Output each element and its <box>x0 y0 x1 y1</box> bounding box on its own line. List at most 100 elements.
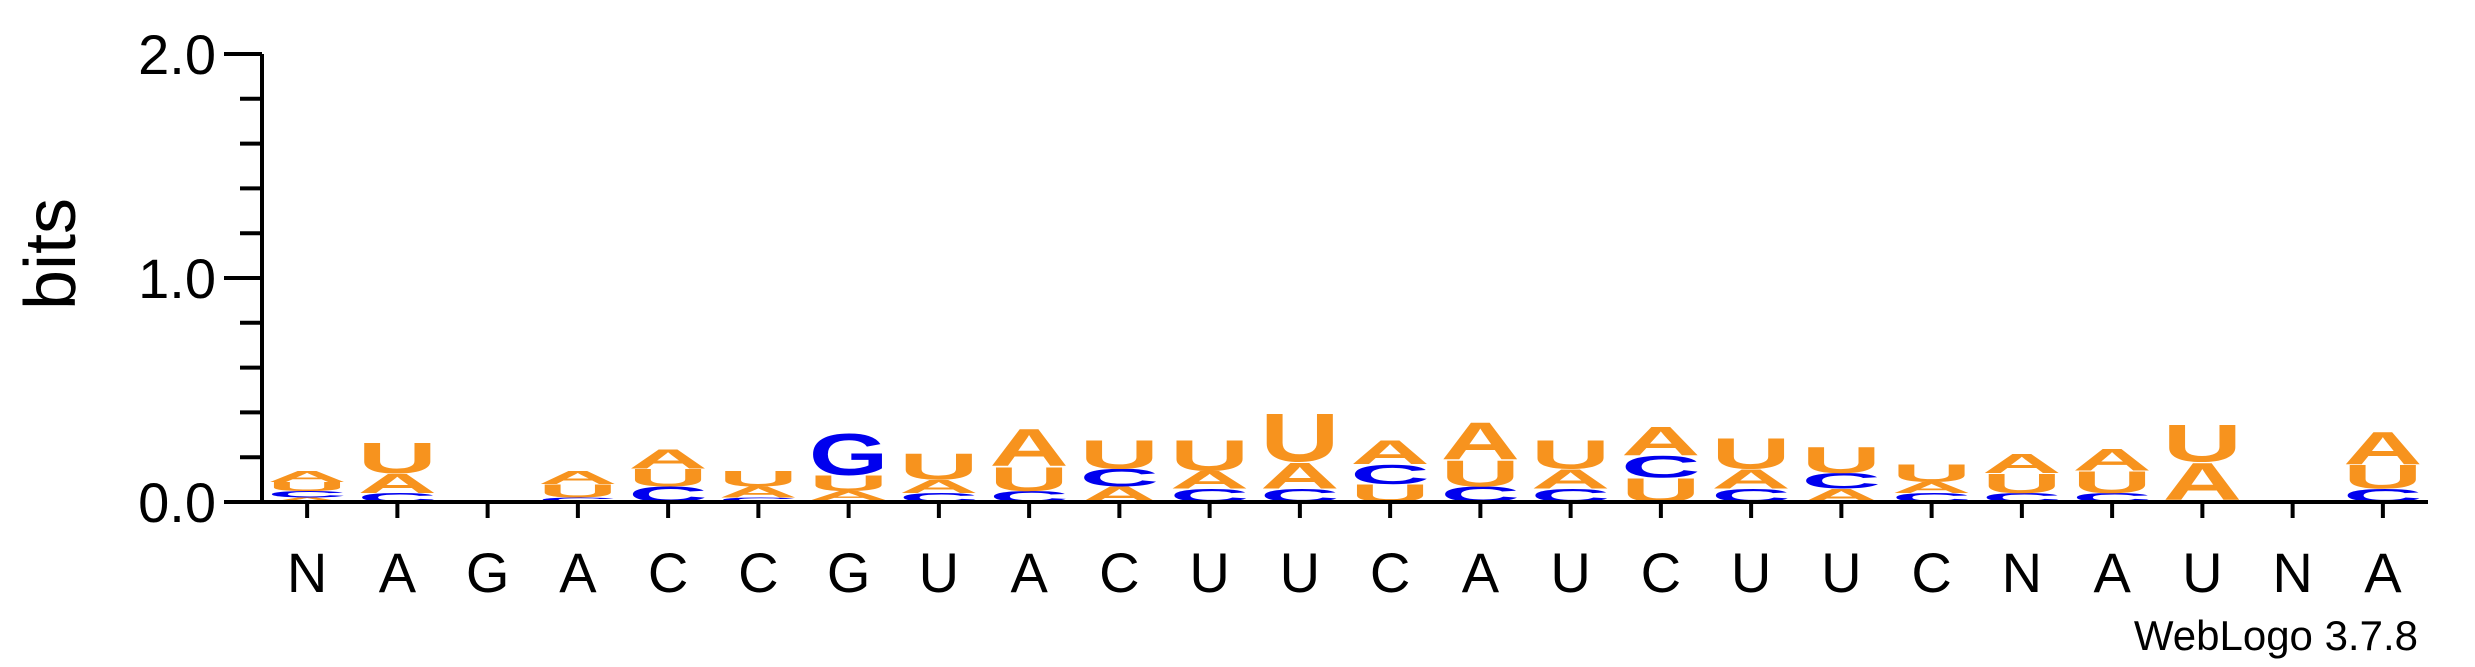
logo-letter: C <box>1621 450 1700 485</box>
logo-letter: A <box>1711 464 1790 495</box>
x-tick-label: U <box>1731 541 1771 604</box>
x-tick-label: U <box>1821 541 1861 604</box>
logo-letter: U <box>899 446 978 488</box>
logo-letter-glyph: U <box>1982 468 2061 499</box>
logo-letter-glyph: U <box>1260 401 1339 477</box>
x-tick-label: C <box>1911 541 1951 604</box>
x-tick-label: G <box>466 541 510 604</box>
logo-letter-glyph: U <box>1441 453 1520 495</box>
logo-letter: A <box>538 467 617 488</box>
logo-letter: A <box>267 468 346 485</box>
logo-letter: A <box>1982 448 2061 479</box>
logo-letter-glyph: U <box>2163 415 2242 474</box>
logo-letter-glyph: A <box>2343 422 2422 474</box>
logo-letter: U <box>1170 431 1249 480</box>
logo-letter: U <box>358 433 437 482</box>
x-tick-label: A <box>2364 541 2402 604</box>
logo-letter-glyph: U <box>267 480 346 494</box>
logo-letter: A <box>1260 455 1339 497</box>
x-tick-label: A <box>2093 541 2131 604</box>
logo-letter-glyph: U <box>628 464 707 492</box>
y-tick-label: 2.0 <box>138 23 216 86</box>
logo-letter: C <box>719 496 798 503</box>
x-tick-label: G <box>827 541 871 604</box>
logo-letter: A <box>2343 422 2422 474</box>
x-tick-label: U <box>2182 541 2222 604</box>
logo-letter-glyph: A <box>1892 479 1971 496</box>
x-tick-label: C <box>648 541 688 604</box>
logo-letter: U <box>2072 465 2151 500</box>
logo-letter-glyph: U <box>538 481 617 502</box>
logo-letter-glyph: U <box>899 446 978 488</box>
logo-letter: A <box>1170 466 1249 494</box>
logo-letter-glyph: U <box>1802 439 1881 481</box>
y-axis-label: bits <box>11 198 91 310</box>
logo-letter: A <box>719 484 798 501</box>
logo-letter: U <box>1892 459 1971 487</box>
x-tick-label: U <box>919 541 959 604</box>
logo-letter-glyph: U <box>358 433 437 482</box>
x-tick-label: U <box>1550 541 1590 604</box>
logo-letter-glyph: U <box>1080 432 1159 477</box>
logo-letter: U <box>989 460 1068 498</box>
logo-letter-glyph: C <box>719 496 798 503</box>
logo-letter: U <box>1531 432 1610 477</box>
logo-letter: C <box>1802 469 1881 493</box>
logo-letter-glyph: A <box>2072 443 2151 478</box>
logo-letter-glyph: A <box>1982 448 2061 479</box>
logo-letter-glyph: U <box>1711 429 1790 478</box>
logo-letter-glyph: A <box>267 496 346 503</box>
logo-letter: U <box>267 480 346 494</box>
logo-letter-glyph: C <box>1621 450 1700 485</box>
x-tick-label: N <box>2272 541 2312 604</box>
logo-letter-glyph: C <box>1350 459 1429 490</box>
x-tick-label: A <box>1010 541 1048 604</box>
logo-letter: U <box>1441 453 1520 495</box>
y-tick-label: 1.0 <box>138 247 216 310</box>
x-tick-label: A <box>379 541 417 604</box>
logo-letter-glyph: U <box>719 467 798 491</box>
logo-letter: A <box>267 496 346 503</box>
logo-letter-glyph: U <box>1531 432 1610 477</box>
logo-letter-glyph: A <box>899 476 978 497</box>
letter-stacks: ACUACAUCUACUACAUCAUGCAUCUAACUCAUCAUUCACU… <box>267 401 2422 512</box>
logo-letter: C <box>1080 464 1159 492</box>
weblogo-version-label: WebLogo 3.7.8 <box>2134 612 2418 659</box>
logo-letter: A <box>2072 443 2151 478</box>
logo-letter: U <box>1982 468 2061 499</box>
logo-letter: A <box>1621 418 1700 463</box>
logo-letter: U <box>2343 458 2422 496</box>
y-tick-label: 0.0 <box>138 471 216 534</box>
logo-letter-glyph: A <box>1170 466 1249 494</box>
logo-letter: A <box>1531 464 1610 495</box>
logo-letter: U <box>628 464 707 492</box>
logo-letter-glyph: A <box>1441 412 1520 471</box>
x-tick-label: A <box>1462 541 1500 604</box>
logo-letter-glyph: A <box>628 443 707 474</box>
logo-letter: U <box>719 467 798 491</box>
logo-letter-glyph: U <box>989 460 1068 498</box>
logo-letter-glyph: A <box>1621 418 1700 463</box>
x-tick-label: U <box>1189 541 1229 604</box>
logo-letter: U <box>1802 439 1881 481</box>
x-tick-label: C <box>1641 541 1681 604</box>
logo-letter-glyph: C <box>1080 464 1159 492</box>
logo-letter-glyph: C <box>538 496 617 503</box>
logo-letter-glyph: U <box>2072 465 2151 500</box>
logo-letter: A <box>1350 433 1429 471</box>
logo-letter-glyph: A <box>1350 433 1429 471</box>
logo-letter-glyph: A <box>1711 464 1790 495</box>
logo-letter: A <box>358 468 437 499</box>
logo-letter-glyph: A <box>1260 455 1339 497</box>
logo-letter-glyph: A <box>538 467 617 488</box>
logo-letter-glyph: A <box>1531 464 1610 495</box>
logo-letter-glyph: A <box>989 419 1068 478</box>
x-tick-label: A <box>559 541 597 604</box>
logo-letter: A <box>899 476 978 497</box>
x-tick-label: C <box>1370 541 1410 604</box>
logo-letter: A <box>1892 479 1971 496</box>
logo-letter-glyph: A <box>267 468 346 485</box>
logo-letter-glyph: A <box>358 468 437 499</box>
logo-letter: U <box>1260 401 1339 477</box>
